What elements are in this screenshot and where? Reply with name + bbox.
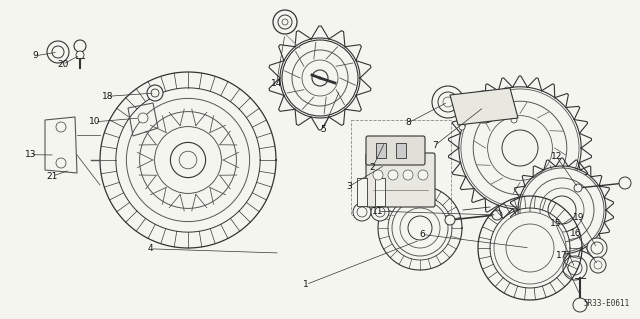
Circle shape [587,238,607,258]
Circle shape [568,261,582,275]
Bar [357,178,367,206]
Circle shape [375,207,385,217]
Circle shape [530,178,594,242]
Circle shape [594,261,602,269]
Text: 8: 8 [406,118,411,127]
Circle shape [408,216,432,240]
Circle shape [502,130,538,166]
Text: 12: 12 [551,152,563,161]
Text: 11: 11 [372,207,383,216]
Circle shape [140,112,236,208]
Circle shape [432,86,464,118]
Circle shape [292,50,348,106]
Text: 2: 2 [370,163,375,172]
Text: 18: 18 [102,92,113,101]
Text: 16: 16 [570,229,582,238]
Circle shape [74,40,86,52]
Circle shape [392,200,448,256]
Circle shape [573,298,587,312]
Circle shape [278,15,292,29]
Circle shape [147,85,163,101]
Circle shape [474,97,494,117]
Circle shape [357,207,367,217]
Circle shape [438,92,458,112]
Circle shape [353,203,371,221]
Circle shape [504,87,510,93]
Text: 3: 3 [346,182,351,191]
Circle shape [76,51,84,59]
Circle shape [179,151,197,169]
Circle shape [459,124,465,130]
Circle shape [468,91,500,123]
Circle shape [590,257,606,273]
Circle shape [619,177,631,189]
Circle shape [473,101,567,195]
Circle shape [273,10,297,34]
Bar [396,143,406,158]
Text: 7: 7 [433,141,438,150]
Circle shape [548,196,576,224]
Circle shape [488,115,552,181]
Circle shape [452,94,458,100]
Circle shape [138,113,148,123]
Circle shape [373,170,383,180]
Circle shape [52,46,64,58]
Text: 1: 1 [303,280,308,289]
Circle shape [418,170,428,180]
Polygon shape [450,88,518,125]
Text: 20: 20 [57,60,68,69]
Circle shape [461,89,579,207]
Circle shape [170,142,205,178]
Circle shape [443,97,453,107]
Bar [375,178,385,206]
Circle shape [540,188,584,232]
Circle shape [151,89,159,97]
Text: 10: 10 [89,117,100,126]
Circle shape [126,98,250,222]
Circle shape [56,158,66,168]
Text: 9: 9 [33,51,38,60]
Circle shape [574,184,582,192]
Text: 5R33-E0611: 5R33-E0611 [584,299,630,308]
Text: 5: 5 [321,125,326,134]
Circle shape [282,40,358,116]
Circle shape [520,168,604,252]
Circle shape [494,212,566,284]
Circle shape [403,170,413,180]
Circle shape [563,256,587,280]
Circle shape [506,224,554,272]
Text: 21: 21 [47,172,58,181]
Text: 4: 4 [148,244,153,253]
FancyBboxPatch shape [366,136,425,165]
Circle shape [400,208,440,248]
Text: 6: 6 [420,230,425,239]
Text: 15: 15 [550,219,561,228]
Text: 13: 13 [25,150,36,159]
Text: 14: 14 [271,79,282,88]
Circle shape [302,60,338,96]
Circle shape [312,70,328,86]
Text: 17: 17 [556,251,568,260]
Circle shape [511,117,517,123]
Circle shape [282,19,288,25]
Bar [376,143,386,158]
Circle shape [388,170,398,180]
Circle shape [591,242,603,254]
Circle shape [47,41,69,63]
Circle shape [155,127,221,193]
Circle shape [445,215,455,225]
Circle shape [492,210,502,220]
Circle shape [56,122,66,132]
Circle shape [371,203,389,221]
FancyBboxPatch shape [366,153,435,207]
Text: 19: 19 [573,213,585,222]
